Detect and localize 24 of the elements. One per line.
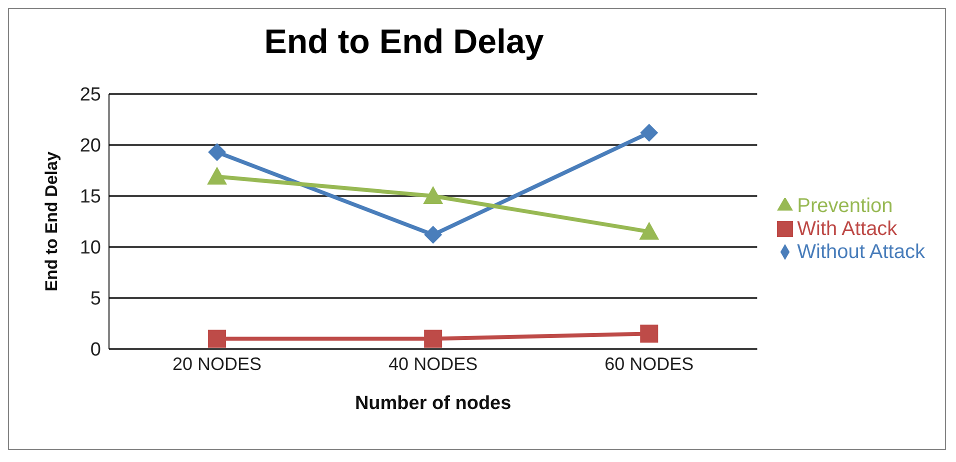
point (208, 330, 226, 348)
x-tick-label: 20 NODES (172, 354, 262, 374)
point (208, 143, 226, 162)
point (424, 226, 442, 244)
point (424, 330, 442, 348)
point (423, 186, 444, 204)
legend-label: Prevention (797, 194, 893, 216)
y-tick-label: 25 (80, 84, 101, 106)
y-tick-label: 20 (80, 136, 101, 157)
y-tick-label: 0 (90, 340, 101, 361)
x-tick-label: 60 NODES (604, 354, 694, 374)
point (207, 166, 228, 185)
point (640, 124, 658, 142)
point (639, 222, 660, 240)
x-tick-label: 40 NODES (388, 354, 478, 374)
y-tick-label: 15 (80, 186, 101, 208)
point (640, 324, 658, 343)
legend-label: With Attack (797, 218, 898, 240)
y-tick-label: 5 (90, 288, 101, 310)
x-axis-title: Number of nodes (354, 393, 512, 414)
legend-label: Without Attack (797, 240, 925, 262)
y-axis-title: End to End Delay (42, 151, 62, 292)
chart-title: End to End Delay (263, 23, 545, 62)
y-tick-label: 10 (80, 238, 101, 259)
